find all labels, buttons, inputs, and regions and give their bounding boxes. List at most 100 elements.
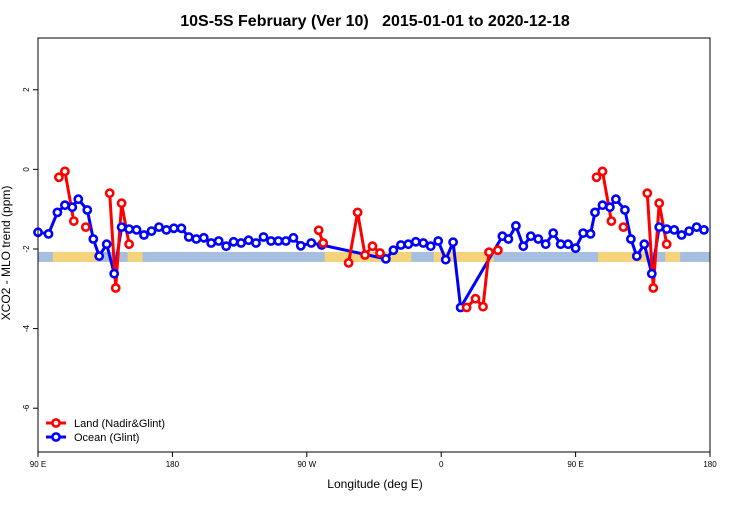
ocean-data-point: [654, 222, 665, 232]
ocean-data-point: [511, 220, 521, 231]
land-data-point: [124, 239, 135, 250]
ocean-data-point: [578, 228, 588, 238]
y-tick-label: -6: [22, 404, 31, 412]
land-series-line: [108, 193, 131, 290]
land-data-point: [654, 198, 665, 209]
ocean-data-point: [206, 238, 217, 248]
ocean-data-point: [60, 200, 70, 211]
x-tick-label: 90 W: [297, 460, 316, 469]
land-data-point: [591, 172, 602, 183]
land-region: [665, 251, 681, 262]
ocean-data-point: [94, 251, 105, 261]
ocean-data-point: [661, 224, 672, 234]
land-data-point: [648, 283, 659, 293]
ocean-data-point: [418, 238, 429, 248]
ocean-data-point: [433, 236, 444, 246]
ocean-data-point: [146, 226, 157, 236]
land-data-point: [313, 225, 324, 236]
ocean-data-point: [52, 207, 63, 218]
land-data-point: [352, 207, 363, 218]
chart-title: 10S-5S February (Ver 10) 2015-01-01 to 2…: [180, 13, 570, 30]
land-data-point: [367, 241, 378, 252]
ocean-data-point: [448, 237, 458, 248]
ocean-data-point: [236, 238, 246, 248]
y-tick-label: -2: [22, 245, 31, 253]
ocean-data-point: [191, 234, 202, 244]
ocean-data-point: [131, 224, 142, 235]
ocean-data-point: [101, 239, 112, 250]
ocean-data-point: [597, 200, 608, 211]
ocean-data-point: [395, 240, 406, 250]
ocean-data-point: [251, 238, 261, 248]
ocean-data-point: [124, 224, 135, 234]
ocean-data-point: [295, 240, 306, 251]
land-region: [127, 251, 143, 262]
ocean-data-point: [676, 230, 687, 240]
ocean-data-point: [570, 243, 581, 254]
legend-label: Land (Nadir&Glint): [74, 418, 165, 430]
land-data-point: [60, 166, 70, 177]
ocean-data-point: [563, 239, 573, 250]
ocean-data-point: [605, 202, 615, 213]
ocean-data-point: [116, 222, 127, 232]
land-data-point: [54, 172, 64, 183]
ocean-data-point: [139, 230, 149, 240]
land-data-point: [360, 250, 370, 260]
legend-label: Ocean (Glint): [74, 432, 139, 444]
land-data-point: [461, 302, 472, 313]
land-data-point: [116, 198, 127, 209]
ocean-data-point: [109, 268, 120, 279]
x-axis: 90 E 180 90 W 0 90 E 180: [30, 452, 717, 469]
land-data-point: [80, 222, 91, 232]
land-data-point: [478, 301, 488, 312]
ocean-data-point: [518, 241, 529, 252]
ocean-data-point: [221, 241, 232, 252]
land-data-point: [597, 166, 608, 177]
ocean-data-point: [82, 205, 93, 215]
land-data-point: [104, 188, 115, 199]
land-data-point: [343, 257, 354, 268]
ocean-data-point: [646, 268, 657, 279]
ocean-data-point: [168, 223, 179, 234]
ocean-data-point: [410, 236, 421, 247]
series-layer: [33, 166, 709, 313]
ocean-data-point: [440, 254, 451, 265]
y-axis: -6 -4 -2 0 2: [22, 87, 38, 412]
ocean-data-point: [67, 202, 78, 213]
ocean-data-point: [533, 234, 544, 244]
ocean-data-point: [273, 236, 284, 246]
land-data-point: [661, 239, 672, 250]
ocean-data-point: [626, 234, 636, 244]
ocean-data-point: [620, 205, 630, 215]
x-tick-label: 90 E: [567, 460, 583, 469]
legend: Land (Nadir&Glint) Ocean (Glint): [46, 418, 165, 444]
ocean-data-point: [198, 232, 209, 243]
ocean-data-point: [176, 223, 187, 234]
ocean-data-point: [213, 236, 224, 246]
land-data-point: [484, 247, 494, 258]
x-tick-label: 90 E: [30, 460, 46, 469]
y-axis-label: XCO2 - MLO trend (ppm): [0, 186, 13, 321]
land-data-point: [470, 293, 481, 304]
land-data-point: [642, 188, 653, 199]
land-region: [52, 251, 98, 262]
x-tick-label: 0: [439, 460, 444, 469]
y-tick-label: 0: [22, 167, 31, 172]
land-data-point: [606, 216, 617, 226]
land-data-point: [110, 283, 121, 293]
ocean-data-point: [380, 253, 391, 264]
land-data-point: [492, 245, 503, 256]
ocean-data-point: [525, 231, 536, 242]
ocean-data-point: [228, 236, 239, 247]
legend-marker: [51, 418, 61, 428]
ocean-data-point: [540, 239, 551, 250]
x-tick-label: 180: [166, 460, 180, 469]
ocean-data-point: [639, 239, 650, 250]
y-tick-label: 2: [22, 87, 31, 92]
x-tick-label: 180: [703, 460, 717, 469]
ocean-data-point: [699, 224, 709, 235]
x-axis-label: Longitude (deg E): [327, 477, 422, 491]
ocean-data-point: [611, 194, 621, 205]
ocean-data-point: [590, 207, 600, 218]
